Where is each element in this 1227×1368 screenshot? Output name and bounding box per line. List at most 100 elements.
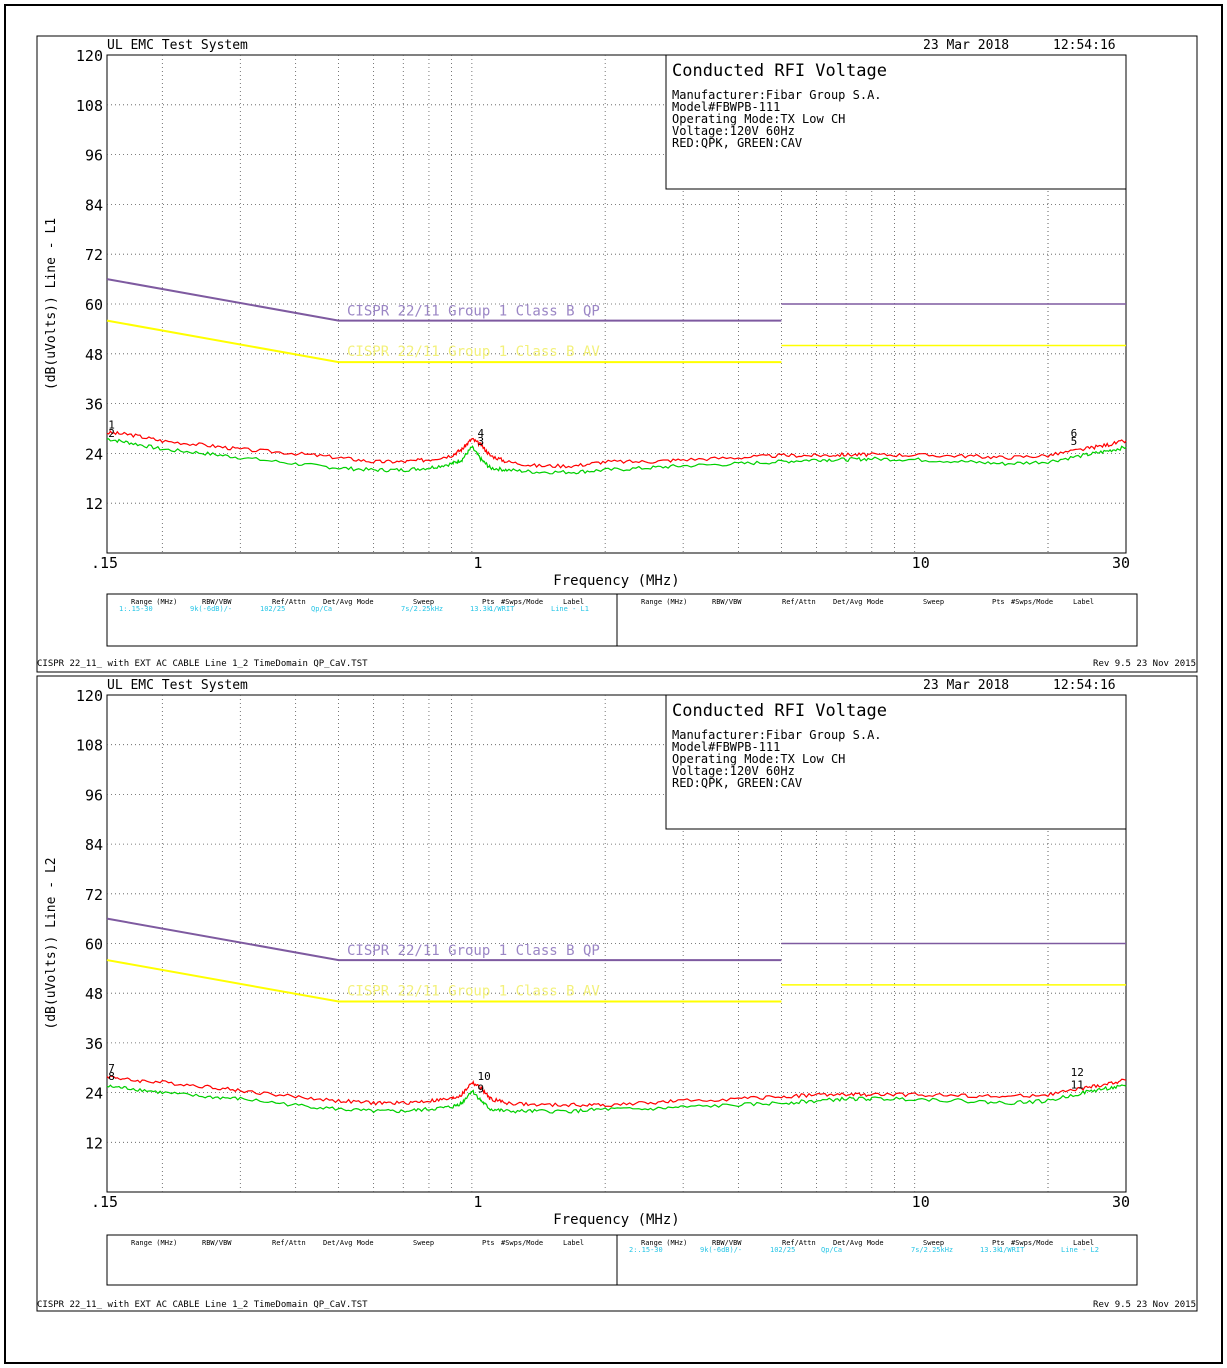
y-tick-label: 84 <box>85 196 103 214</box>
table-cell: 9k(-6dB)/- <box>190 605 232 613</box>
table-cell: Qp/Ca <box>311 605 332 613</box>
info-line: RED:QPK, GREEN:CAV <box>672 776 802 790</box>
y-axis-label: (dB(uVolts)) Line - L2 <box>44 857 59 1029</box>
y-tick-label: 36 <box>85 1035 103 1053</box>
footer-filename: CISPR 22_11_ with EXT AC CABLE Line 1_2 … <box>37 659 368 669</box>
table-header-left: Ref/Attn <box>272 598 306 606</box>
footer-filename: CISPR 22_11_ with EXT AC CABLE Line 1_2 … <box>37 1300 368 1310</box>
av-limit-label: CISPR 22/11 Group 1 Class B AV <box>347 344 600 360</box>
table-header-left: Label <box>563 1239 584 1247</box>
info-line: Model#FBWPB-111 <box>672 100 780 114</box>
chart-frame <box>36 675 1198 1312</box>
x-tick-label: 30 <box>1112 1193 1130 1211</box>
y-tick-label: 120 <box>76 47 103 65</box>
table-header-left: Range (MHz) <box>131 1239 177 1247</box>
table-header-right: Label <box>1073 1239 1094 1247</box>
x-tick-label: 10 <box>912 554 930 572</box>
system-title: UL EMC Test System <box>107 38 248 53</box>
footer-version: Rev 9.5 23 Nov 2015 <box>1093 659 1196 669</box>
y-tick-label: 72 <box>85 246 103 264</box>
x-tick-label: .15 <box>91 554 118 572</box>
table-header-left: Pts <box>482 1239 495 1247</box>
info-line: RED:QPK, GREEN:CAV <box>672 136 802 150</box>
table-cell: 13.3k <box>980 1246 1002 1254</box>
table-header-right: Det/Avg Mode <box>833 1239 884 1247</box>
marker-label: 2 <box>108 427 115 440</box>
y-tick-label: 108 <box>76 737 103 755</box>
table-header-right: Range (MHz) <box>641 1239 687 1247</box>
y-tick-label: 84 <box>85 836 103 854</box>
qp-limit-label: CISPR 22/11 Group 1 Class B QP <box>347 304 600 320</box>
chart-frame <box>36 35 1198 673</box>
info-line: Operating Mode:TX Low CH <box>672 752 845 766</box>
marker-label: 7 <box>108 1062 115 1075</box>
y-tick-label: 72 <box>85 886 103 904</box>
y-tick-label: 36 <box>85 396 103 414</box>
table-header-right: Det/Avg Mode <box>833 598 884 606</box>
table-header-left: RBW/VBW <box>202 598 232 606</box>
info-title: Conducted RFI Voltage <box>672 61 887 81</box>
settings-table <box>106 1234 1138 1286</box>
y-tick-label: 60 <box>85 296 103 314</box>
cav-trace <box>107 438 1127 475</box>
date-label: 23 Mar 2018 <box>923 678 1009 693</box>
x-axis-label: Frequency (MHz) <box>553 573 679 589</box>
y-tick-label: 24 <box>85 445 103 463</box>
qp-limit-line-segment-low <box>106 278 782 322</box>
table-cell: Line - L1 <box>551 605 589 613</box>
table-cell: 1/WRIT <box>489 605 515 613</box>
y-tick-label: 96 <box>85 786 103 804</box>
table-header-left: Label <box>563 598 584 606</box>
y-tick-label: 60 <box>85 936 103 954</box>
table-header-left: Sweep <box>413 1239 434 1247</box>
x-tick-label: 30 <box>1112 554 1130 572</box>
marker-label: 5 <box>1071 435 1078 448</box>
x-tick-label: 1 <box>473 554 482 572</box>
info-box <box>665 54 1127 190</box>
av-limit-label: CISPR 22/11 Group 1 Class B AV <box>347 983 600 999</box>
y-tick-label: 12 <box>85 1134 103 1152</box>
table-header-right: Range (MHz) <box>641 598 687 606</box>
marker-label: 11 <box>1071 1078 1084 1091</box>
qp-limit-line-segment-low <box>106 917 782 962</box>
y-tick-label: 96 <box>85 147 103 165</box>
table-cell: 2:.15-30 <box>629 1246 663 1254</box>
table-cell: 1:.15-30 <box>119 605 153 613</box>
page-frame <box>4 4 1223 1364</box>
table-header-left: #Swps/Mode <box>501 1239 543 1247</box>
table-header-left: RBW/VBW <box>202 1239 232 1247</box>
marker-label: 9 <box>478 1083 485 1096</box>
table-header-right: Ref/Attn <box>782 1239 816 1247</box>
marker-label: 1 <box>108 419 115 432</box>
info-line: Manufacturer:Fibar Group S.A. <box>672 728 882 742</box>
marker-label: 10 <box>478 1070 491 1083</box>
marker-label: 3 <box>478 435 485 448</box>
x-tick-label: 10 <box>912 1193 930 1211</box>
y-tick-label: 12 <box>85 495 103 513</box>
table-header-right: RBW/VBW <box>712 1239 742 1247</box>
chart-panel-1: UL EMC Test System 23 Mar 2018 12:54:16 120… <box>36 35 1198 673</box>
table-header-right: Sweep <box>923 1239 944 1247</box>
table-header-left: #Swps/Mode <box>501 598 543 606</box>
cav-trace <box>106 1084 1127 1114</box>
qp-limit-label: CISPR 22/11 Group 1 Class B QP <box>347 943 600 959</box>
table-header-right: Pts <box>992 598 1005 606</box>
date-label: 23 Mar 2018 <box>923 38 1009 53</box>
y-axis-label: (dB(uVolts)) Line - L1 <box>44 218 59 390</box>
table-header-right: Sweep <box>923 598 944 606</box>
marker-label: 6 <box>1071 427 1078 440</box>
y-tick-label: 24 <box>85 1085 103 1103</box>
table-cell: 7s/2.25kHz <box>911 1246 953 1254</box>
settings-table <box>106 593 1138 647</box>
x-axis-label: Frequency (MHz) <box>553 1212 679 1228</box>
info-line: Voltage:120V 60Hz <box>672 764 795 778</box>
av-limit-line-segment-low <box>106 959 782 1003</box>
x-tick-label: .15 <box>91 1193 118 1211</box>
table-header-right: Ref/Attn <box>782 598 816 606</box>
table-header-right: Label <box>1073 598 1094 606</box>
qpk-trace <box>106 1075 1127 1108</box>
info-line: Voltage:120V 60Hz <box>672 124 795 138</box>
table-cell: 7s/2.25kHz <box>401 605 443 613</box>
info-line: Manufacturer:Fibar Group S.A. <box>672 88 882 102</box>
